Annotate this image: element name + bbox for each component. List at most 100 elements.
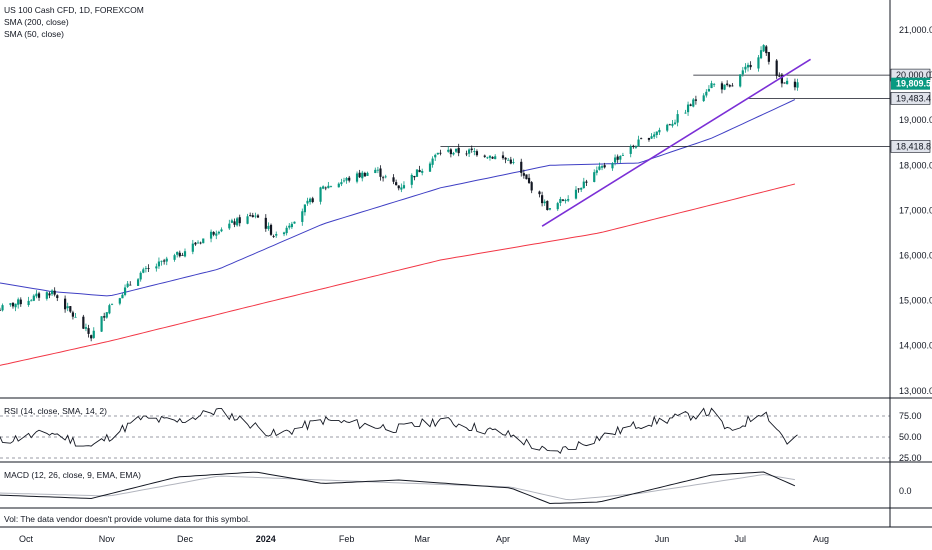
trendline-layer (541, 58, 811, 227)
candle-body (666, 124, 669, 131)
candle-body (689, 104, 692, 106)
candle-body (595, 170, 598, 173)
candle-body (215, 233, 218, 236)
candle-body (439, 152, 442, 154)
x-tick-label: Dec (177, 534, 194, 544)
candle-body (655, 131, 658, 135)
candle-body (285, 227, 288, 234)
candle-body (619, 155, 622, 160)
y-tick-label: 16,000.0 (899, 251, 932, 261)
candle-body (653, 134, 656, 137)
candle-body (582, 181, 585, 189)
candle-body (254, 215, 257, 217)
candle-body (311, 198, 314, 203)
candle-body (746, 64, 750, 68)
candle-body (32, 295, 35, 301)
candle-body (381, 177, 385, 179)
candle-body (246, 216, 249, 224)
candle-body (548, 208, 552, 210)
candle-body (282, 232, 286, 235)
candle-body (728, 85, 731, 87)
candle-body (564, 199, 567, 202)
candle-body (421, 170, 424, 173)
candle-body (306, 200, 309, 204)
y-tick-label: 15,000.0 (899, 296, 932, 306)
rsi-tick-label: 25.00 (899, 453, 922, 463)
candle-body (191, 243, 194, 252)
candle-body (100, 316, 103, 332)
candle-body (337, 183, 340, 188)
candle-body (488, 155, 492, 158)
candle-body (376, 169, 379, 171)
candle-body (413, 175, 416, 178)
x-tick-label: Jun (655, 534, 670, 544)
candle-body (739, 74, 742, 87)
candle-body (457, 147, 460, 154)
candle-body (507, 159, 510, 161)
candle-body (765, 46, 768, 54)
candle-body (530, 182, 533, 191)
candle-body (37, 293, 41, 298)
candle-body (702, 95, 705, 102)
candle-body (27, 300, 30, 306)
candle-body (322, 186, 325, 189)
candle-body (525, 174, 528, 180)
candle-body (483, 155, 486, 157)
candle-body (181, 254, 184, 256)
candle-body (275, 234, 278, 236)
candle-body (66, 306, 69, 309)
x-tick-label: Feb (339, 534, 355, 544)
candle-body (139, 272, 142, 280)
chart-title: US 100 Cash CFD, 1D, FOREXCOM (4, 5, 144, 15)
candle-body (434, 154, 437, 158)
candle-body (196, 242, 200, 244)
candle-body (358, 172, 361, 178)
candle-body (355, 173, 359, 182)
candle-body (233, 221, 236, 225)
candle-body (713, 83, 716, 85)
candle-body (454, 148, 458, 152)
candle-body (509, 159, 512, 164)
candle-body (238, 217, 241, 224)
candle-body (92, 330, 95, 338)
candle-body (494, 156, 497, 160)
candle-body (757, 57, 760, 69)
candle-body (671, 123, 674, 126)
candle-body (303, 204, 307, 213)
candle-body (90, 335, 93, 339)
candle-body (144, 268, 148, 269)
candle-body (48, 293, 51, 296)
level-lines-layer (440, 74, 890, 147)
candle-body (74, 316, 77, 318)
rsi-tick-label: 75.00 (899, 411, 922, 421)
candle-body (251, 215, 254, 218)
candle-body (431, 158, 434, 165)
x-tick-label: Mar (414, 534, 430, 544)
candle-body (720, 83, 724, 90)
price-tag-box (890, 92, 931, 105)
candle-body (580, 187, 583, 190)
candle-body (778, 75, 781, 77)
candle-body (522, 173, 525, 176)
candle-body (160, 260, 163, 262)
candle-body (559, 198, 562, 203)
candle-body (629, 146, 632, 154)
candle-body (650, 136, 653, 139)
candle-body (87, 328, 90, 334)
trendline (541, 58, 811, 227)
candle-body (621, 155, 625, 156)
candle-body (71, 312, 75, 317)
candle-body (103, 316, 106, 318)
candle-body (157, 261, 161, 267)
candle-body (17, 299, 20, 305)
candle-body (486, 157, 489, 159)
candle-body (366, 172, 369, 176)
candle-body (53, 290, 56, 295)
candle-body (731, 85, 734, 87)
x-tick-label: Oct (19, 534, 34, 544)
candle-body (384, 176, 387, 178)
candle-body (567, 199, 570, 201)
candle-body (236, 218, 239, 226)
